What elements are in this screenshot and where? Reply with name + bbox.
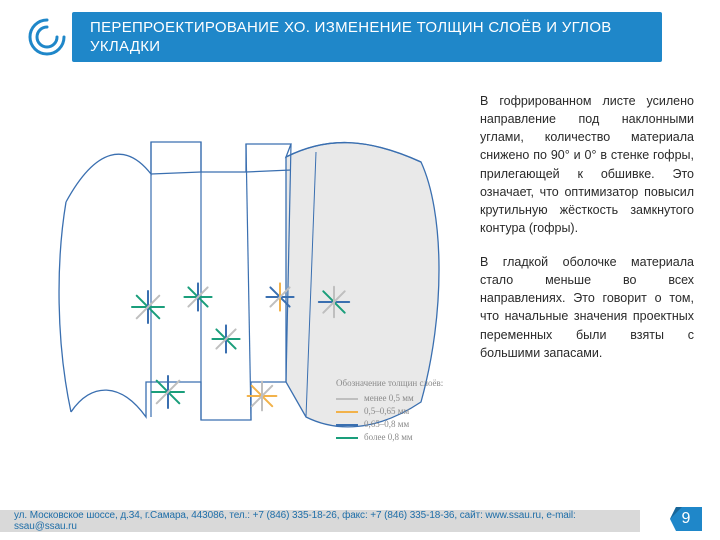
legend-label: более 0,8 мм: [364, 432, 413, 444]
footer-text: ул. Московское шоссе, д.34, г.Самара, 44…: [14, 510, 640, 532]
legend-title: Обозначение толщин слоёв:: [336, 378, 486, 390]
legend-label: 0,5–0,65 мм: [364, 406, 409, 418]
legend-item: 0,5–0,65 мм: [336, 407, 486, 418]
legend-item: более 0,8 мм: [336, 433, 486, 444]
header-bar: ПЕРЕПРОЕКТИРОВАНИЕ ХО. ИЗМЕНЕНИЕ ТОЛЩИН …: [72, 12, 662, 62]
legend-swatch-1: [336, 411, 358, 413]
footer-bar: ул. Московское шоссе, д.34, г.Самара, 44…: [0, 510, 640, 532]
page-number: 9: [670, 503, 702, 535]
legend: Обозначение толщин слоёв: менее 0,5 мм 0…: [336, 378, 486, 446]
paragraph-1: В гофрированном листе усилено направлени…: [480, 92, 694, 237]
slide: ПЕРЕПРОЕКТИРОВАНИЕ ХО. ИЗМЕНЕНИЕ ТОЛЩИН …: [0, 0, 720, 540]
legend-item: 0,65–0,8 мм: [336, 420, 486, 431]
paragraph-2: В гладкой оболочке материала стало меньш…: [480, 253, 694, 362]
logo-icon: [26, 16, 68, 58]
text-column: В гофрированном листе усилено направлени…: [480, 92, 694, 378]
legend-swatch-0: [336, 398, 358, 400]
legend-label: 0,65–0,8 мм: [364, 419, 409, 431]
footer: ул. Московское шоссе, д.34, г.Самара, 44…: [0, 502, 720, 540]
legend-swatch-2: [336, 424, 358, 426]
legend-item: менее 0,5 мм: [336, 394, 486, 405]
page-title: ПЕРЕПРОЕКТИРОВАНИЕ ХО. ИЗМЕНЕНИЕ ТОЛЩИН …: [90, 18, 644, 57]
legend-label: менее 0,5 мм: [364, 393, 414, 405]
diagram: Обозначение толщин слоёв: менее 0,5 мм 0…: [26, 82, 456, 452]
legend-swatch-3: [336, 437, 358, 439]
